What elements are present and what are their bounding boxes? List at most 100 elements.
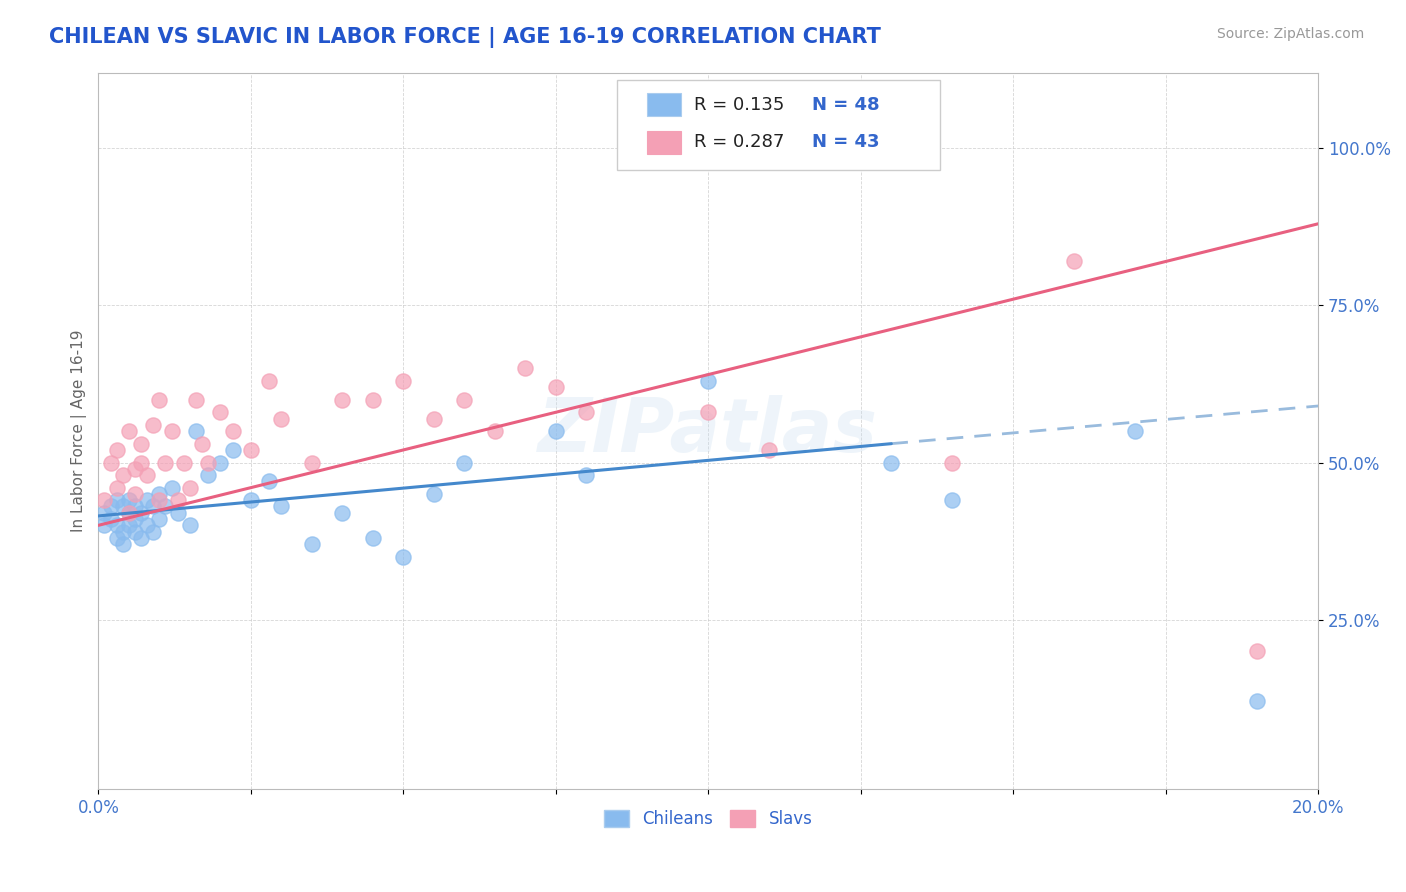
Point — [100, 512, 122, 526]
Point — [160, 481, 183, 495]
Point — [392, 549, 415, 564]
Bar — [647, 131, 682, 154]
Point — [173, 456, 195, 470]
Point — [184, 424, 207, 438]
Point — [221, 424, 243, 438]
Point — [136, 468, 159, 483]
Point — [111, 500, 134, 514]
Point — [148, 392, 170, 407]
Point — [301, 537, 323, 551]
Point — [142, 500, 165, 514]
Point — [301, 456, 323, 470]
Point — [142, 524, 165, 539]
Text: CHILEAN VS SLAVIC IN LABOR FORCE | AGE 16-19 CORRELATION CHART: CHILEAN VS SLAVIC IN LABOR FORCE | AGE 1… — [49, 27, 882, 48]
Point — [111, 524, 134, 539]
Point — [184, 392, 207, 407]
Point — [136, 518, 159, 533]
Point — [1246, 644, 1268, 658]
Point — [100, 456, 122, 470]
Point — [111, 537, 134, 551]
Point — [197, 456, 219, 470]
Point — [105, 442, 128, 457]
Point — [197, 468, 219, 483]
Point — [941, 493, 963, 508]
Point — [129, 506, 152, 520]
Legend: Chileans, Slavs: Chileans, Slavs — [598, 803, 820, 835]
Point — [941, 456, 963, 470]
Point — [575, 468, 598, 483]
Point — [100, 500, 122, 514]
Point — [484, 424, 506, 438]
Point — [118, 424, 141, 438]
Point — [155, 500, 177, 514]
Point — [880, 456, 903, 470]
Text: ZIPatlas: ZIPatlas — [538, 394, 879, 467]
Point — [270, 411, 292, 425]
Point — [257, 475, 280, 489]
Point — [1123, 424, 1146, 438]
Point — [124, 500, 146, 514]
Point — [105, 518, 128, 533]
Point — [239, 493, 262, 508]
Point — [221, 442, 243, 457]
Point — [129, 436, 152, 450]
Point — [453, 392, 475, 407]
Text: N = 43: N = 43 — [813, 134, 880, 152]
Point — [105, 531, 128, 545]
Point — [209, 405, 232, 419]
Point — [330, 506, 353, 520]
Point — [575, 405, 598, 419]
Point — [166, 493, 188, 508]
Point — [124, 524, 146, 539]
Point — [270, 500, 292, 514]
Point — [118, 506, 141, 520]
Point — [1246, 694, 1268, 708]
Point — [142, 417, 165, 432]
Point — [148, 512, 170, 526]
Point — [124, 487, 146, 501]
Text: R = 0.287: R = 0.287 — [693, 134, 785, 152]
Text: R = 0.135: R = 0.135 — [693, 95, 785, 114]
Point — [257, 374, 280, 388]
Point — [330, 392, 353, 407]
Point — [93, 518, 115, 533]
Point — [423, 487, 446, 501]
Point — [124, 512, 146, 526]
Bar — [647, 94, 682, 116]
Point — [118, 493, 141, 508]
Point — [515, 361, 537, 376]
Point — [105, 481, 128, 495]
Point — [361, 392, 384, 407]
Point — [392, 374, 415, 388]
Point — [166, 506, 188, 520]
Point — [160, 424, 183, 438]
Point — [118, 506, 141, 520]
Point — [148, 493, 170, 508]
Point — [179, 481, 201, 495]
Text: N = 48: N = 48 — [813, 95, 880, 114]
Point — [93, 506, 115, 520]
Point — [111, 468, 134, 483]
Point — [105, 493, 128, 508]
Point — [179, 518, 201, 533]
Y-axis label: In Labor Force | Age 16-19: In Labor Force | Age 16-19 — [72, 330, 87, 533]
Point — [239, 442, 262, 457]
Point — [129, 531, 152, 545]
Point — [758, 442, 780, 457]
Point — [544, 380, 567, 394]
Point — [118, 518, 141, 533]
Point — [361, 531, 384, 545]
Point — [209, 456, 232, 470]
Point — [423, 411, 446, 425]
Point — [136, 493, 159, 508]
Point — [697, 405, 720, 419]
Text: Source: ZipAtlas.com: Source: ZipAtlas.com — [1216, 27, 1364, 41]
Point — [191, 436, 214, 450]
Point — [148, 487, 170, 501]
Point — [544, 424, 567, 438]
Point — [453, 456, 475, 470]
Point — [129, 456, 152, 470]
Point — [155, 456, 177, 470]
Point — [1063, 254, 1085, 268]
Point — [93, 493, 115, 508]
